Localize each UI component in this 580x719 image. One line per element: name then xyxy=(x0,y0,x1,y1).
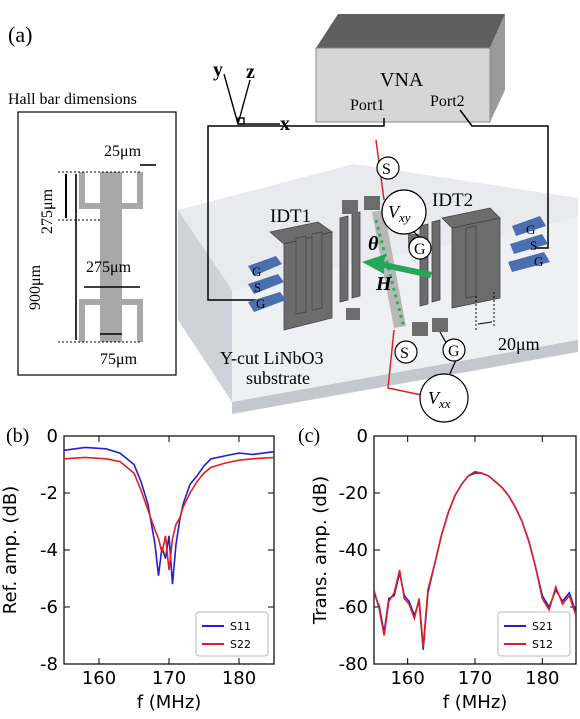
hall-bar-channel xyxy=(100,172,122,342)
port1-label: Port1 xyxy=(350,97,385,114)
pitch-label: 20μm xyxy=(498,334,540,354)
hall-bar-upper-arm-right xyxy=(122,172,143,209)
x-tick-label: 160 xyxy=(82,668,116,689)
port2-label: Port2 xyxy=(430,93,465,110)
hall-bar-lower-arm-left xyxy=(79,299,100,342)
x-tick-label: 160 xyxy=(390,668,424,689)
g-circle-right xyxy=(408,236,432,260)
x-tick-label: 170 xyxy=(458,668,492,689)
panel-label-a: (a) xyxy=(8,22,32,47)
contact-pads xyxy=(342,196,448,336)
y-tick-label: -80 xyxy=(339,654,368,675)
y-tick-label: -6 xyxy=(40,597,58,618)
panel-label-b: (b) xyxy=(6,425,29,447)
idt2-label: IDT2 xyxy=(432,190,473,211)
axis-label-y: y xyxy=(213,59,223,81)
probe-idt2-g-bottom: G xyxy=(534,254,543,269)
axis-label-x: x xyxy=(280,113,290,135)
axis-label-z: z xyxy=(246,61,255,83)
vxx-subscript: xx xyxy=(438,396,451,411)
vna-box xyxy=(315,14,505,123)
vxy-main: V xyxy=(388,202,401,222)
y-tick-label: -8 xyxy=(40,654,58,675)
legend-label: S12 xyxy=(532,638,553,651)
coordinate-axes xyxy=(223,73,280,125)
probe-idt1-gsg xyxy=(248,256,286,312)
g-label-bottom: G xyxy=(448,343,460,360)
chart-reflection: 160 170 180 0 -2 -4 -6 -8 f (MHz) Ref. amp. (dB) S… xyxy=(0,426,275,713)
s-circle-top xyxy=(376,156,400,180)
y-tick-label: -60 xyxy=(339,597,368,618)
series-line-s12 xyxy=(374,470,576,647)
dim-label-275-vertical: 275μm xyxy=(39,188,56,234)
hall-bar-upper-arm-left xyxy=(79,172,100,209)
probe-idt2-gsg xyxy=(508,216,550,272)
y-tick-label: -20 xyxy=(339,483,368,504)
hall-bar-lower-arm-right xyxy=(122,299,143,342)
substrate-label-line2: substrate xyxy=(246,368,310,388)
vxy-label: Vxy xyxy=(388,202,411,225)
legend-label: S22 xyxy=(230,638,251,651)
y-axis-label: Trans. amp. (dB) xyxy=(310,476,331,625)
y-tick-label: 0 xyxy=(47,426,58,447)
idt1-electrode xyxy=(269,211,361,331)
g-label-right: G xyxy=(414,241,426,258)
vxy-subscript: xy xyxy=(398,210,411,225)
y-tick-label: -40 xyxy=(339,540,368,561)
vxx-label: Vxx xyxy=(428,388,451,411)
legend-label: S11 xyxy=(230,620,251,633)
probe-idt1-g-top: G xyxy=(252,264,261,279)
x-axis-label: f (MHz) xyxy=(137,692,202,713)
x-tick-label: 170 xyxy=(152,668,186,689)
dim-label-900: 900μm xyxy=(27,264,44,310)
theta-label: θ xyxy=(368,233,379,255)
pitch-marker xyxy=(475,292,495,330)
probe-idt1-s: S xyxy=(254,280,261,295)
s-label-top: S xyxy=(382,161,391,178)
wire-port2 xyxy=(459,109,549,249)
y-tick-label: -4 xyxy=(40,540,58,561)
vxx-main: V xyxy=(428,388,441,408)
dim-label-275-horizontal: 275μm xyxy=(86,259,132,276)
y-axis-label: Ref. amp. (dB) xyxy=(0,486,21,615)
inset-frame xyxy=(17,111,177,376)
inset-title: Hall bar dimensions xyxy=(8,91,137,108)
g-circle-bottom xyxy=(442,338,466,362)
probe-idt2-g-top: G xyxy=(526,222,535,237)
vxx-circle xyxy=(419,373,469,423)
hall-bar-drawing xyxy=(58,164,156,343)
x-tick-label: 180 xyxy=(525,668,559,689)
substrate-label-line1: Y-cut LiNbO3 xyxy=(220,348,323,368)
field-direction-line xyxy=(374,219,406,329)
vxy-circle xyxy=(381,189,427,235)
wire-port1 xyxy=(207,118,385,301)
chart-transmission: 160 170 180 0 -20 -40 -60 -80 f (MHz) Trans. amp.… xyxy=(310,426,577,713)
panel-label-c: (c) xyxy=(298,425,320,447)
x-axis-label: f (MHz) xyxy=(443,692,508,713)
vna-label: VNA xyxy=(380,69,424,91)
s-label-bottom: S xyxy=(400,345,409,362)
s-circle-bottom xyxy=(394,340,418,364)
probe-idt1-g-bottom: G xyxy=(256,296,265,311)
y-tick-label: -2 xyxy=(40,483,58,504)
idt1-label: IDT1 xyxy=(270,206,311,227)
field-label: H xyxy=(375,273,393,295)
dim-label-75: 75μm xyxy=(100,351,138,368)
dim-label-25: 25μm xyxy=(104,143,142,160)
idt2-electrode xyxy=(419,207,501,309)
y-tick-label: 0 xyxy=(357,426,368,447)
x-tick-label: 180 xyxy=(222,668,256,689)
probe-idt2-s: S xyxy=(530,238,537,253)
field-arrow xyxy=(362,254,432,278)
series-line-s22 xyxy=(64,456,274,571)
legend-label: S21 xyxy=(532,620,553,633)
